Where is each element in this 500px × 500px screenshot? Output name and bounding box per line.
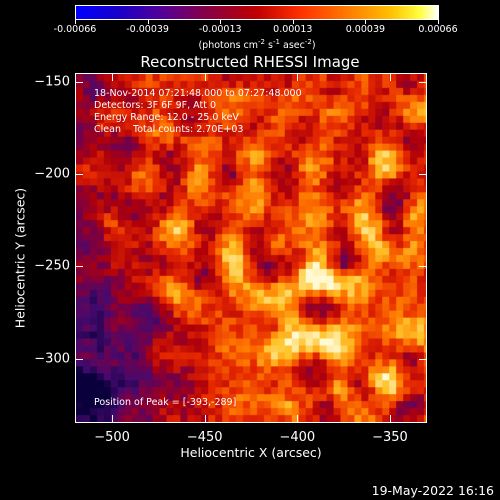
- chart-title: Reconstructed RHESSI Image: [140, 53, 360, 71]
- colorbar-tick: [365, 20, 367, 24]
- x-tick: [112, 415, 114, 423]
- annotation-time-range: 18-Nov-2014 07:21:48.000 to 07:27:48.000: [94, 88, 302, 99]
- y-tick: [75, 266, 83, 268]
- y-tick-right: [419, 82, 427, 84]
- x-tick: [389, 415, 391, 423]
- colorbar-units: (photons cm-2 s-1 asec-2): [198, 38, 316, 52]
- colorbar-tick-label: 0.00066: [418, 24, 458, 35]
- annotation-energy-range: Energy Range: 12.0 - 25.0 keV: [94, 112, 239, 123]
- colorbar-tick: [292, 20, 294, 24]
- colorbar-tick-label: 0.00013: [273, 24, 313, 35]
- y-tick-label: −150: [34, 74, 70, 90]
- y-tick-right: [419, 358, 427, 360]
- x-tick: [297, 415, 299, 423]
- y-tick: [75, 174, 83, 176]
- annotation-counts: Clean Total counts: 2.70E+03: [94, 124, 244, 135]
- colorbar-tick-label: -0.00013: [198, 24, 242, 35]
- x-tick-label: −350: [372, 430, 408, 445]
- x-tick-label: −450: [186, 430, 223, 445]
- annotation-detectors: Detectors: 3F 6F 9F, Att 0: [94, 100, 217, 111]
- y-tick-label: −250: [34, 258, 70, 274]
- colorbar: [75, 5, 439, 20]
- colorbar-tick: [220, 20, 222, 24]
- colorbar-tick: [147, 20, 149, 24]
- plot-area: 18-Nov-2014 07:21:48.000 to 07:27:48.000…: [75, 73, 427, 423]
- y-tick-right: [419, 266, 427, 268]
- colorbar-tick-label: -0.00039: [126, 24, 169, 35]
- y-axis-label: Heliocentric Y (arcsec): [12, 187, 28, 329]
- heatmap-image: [76, 74, 426, 422]
- x-tick-top: [389, 73, 391, 81]
- colorbar-tick: [438, 20, 439, 24]
- y-tick-right: [419, 174, 427, 176]
- x-tick: [204, 415, 206, 423]
- y-tick: [75, 358, 83, 360]
- x-tick-top: [204, 73, 206, 81]
- timestamp: 19-May-2022 16:16: [371, 483, 494, 498]
- y-tick-label: −300: [34, 351, 70, 367]
- y-tick: [75, 82, 83, 84]
- colorbar-tick: [75, 20, 76, 24]
- x-tick-top: [297, 73, 299, 81]
- colorbar-tick-label: 0.00039: [345, 24, 386, 35]
- annotation-peak-position: Position of Peak = [-393,-289]: [94, 397, 237, 408]
- x-tick-label: −500: [94, 430, 130, 445]
- x-tick-top: [112, 73, 114, 81]
- x-tick-label: −400: [279, 430, 316, 445]
- colorbar-tick-label: -0.00066: [53, 24, 97, 35]
- x-axis-label: Heliocentric X (arcsec): [180, 445, 322, 460]
- y-tick-label: −200: [34, 166, 70, 182]
